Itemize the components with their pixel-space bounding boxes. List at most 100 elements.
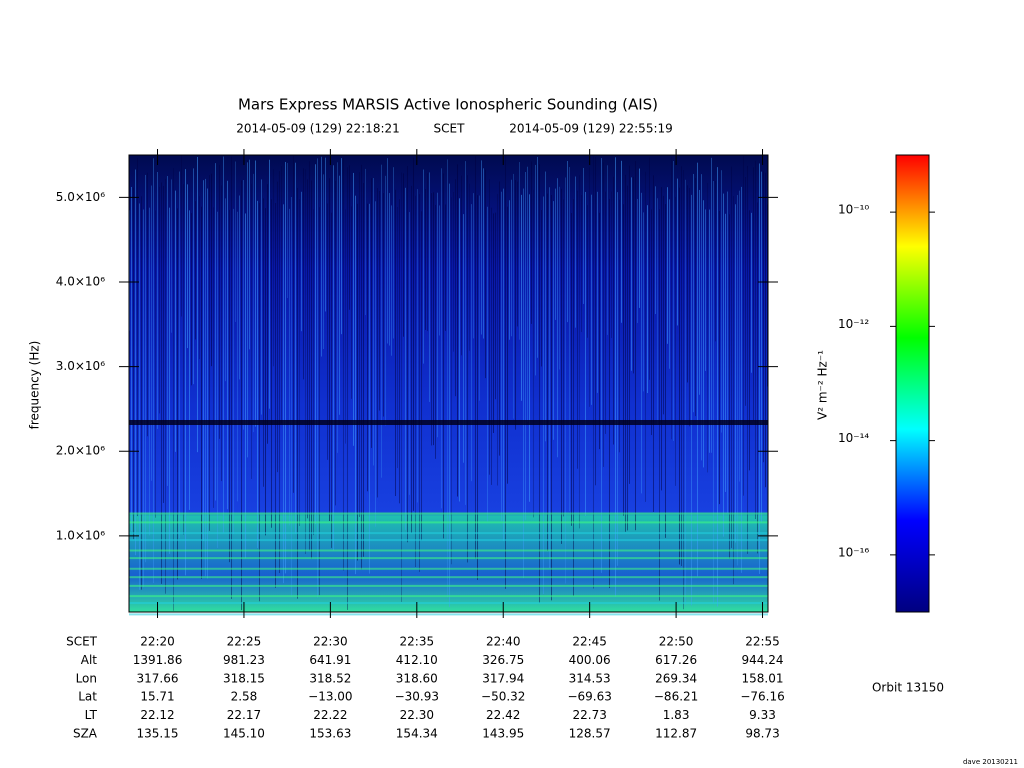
texture-stripe [169,207,170,554]
texture-stripe [309,161,310,551]
texture-stripe [729,214,730,559]
texture-stripe [503,188,504,541]
x-tick-label: 22:25 [227,635,262,649]
texture-stripe [517,181,518,327]
texture-stripe [395,189,396,497]
texture-stripe [531,161,532,324]
texture-stripe [421,211,422,541]
ephemeris-value: 128.57 [569,727,611,741]
texture-stripe [245,213,246,559]
texture-stripe [651,209,652,436]
texture-stripe [579,175,580,529]
texture-stripe [663,195,664,415]
texture-stripe [655,186,656,315]
texture-stripe [709,209,710,453]
texture-stripe [329,178,330,522]
texture-stripe [721,170,722,433]
texture-stripe [323,174,324,350]
texture-stripe [735,204,736,543]
texture-stripe [295,162,296,534]
texture-stripe [349,165,350,310]
texture-stripe [661,187,662,491]
texture-stripe [149,207,150,536]
texture-stripe [523,188,524,579]
texture-stripe [283,204,284,584]
ephemeris-value: −13.00 [308,690,352,704]
texture-stripe [665,204,666,538]
texture-stripe [153,158,154,584]
texture-stripe [361,164,362,570]
texture-stripe [507,206,508,484]
texture-stripe [611,191,612,339]
texture-stripe [381,164,382,478]
texture-stripe [471,204,472,482]
texture-stripe [699,189,700,395]
texture-stripe [223,156,224,533]
texture-stripe [553,201,554,440]
texture-stripe [457,164,458,497]
texture-line [129,420,768,425]
colorbar-tick-label: 10⁻¹⁶ [838,545,869,559]
texture-stripe [247,162,248,458]
texture-stripe [331,212,332,548]
texture-stripe [627,185,628,531]
texture-stripe [347,167,348,610]
texture-stripe [683,170,684,610]
texture-stripe [355,195,356,575]
texture-stripe [285,161,286,574]
texture-stripe [689,187,690,427]
ephemeris-value: −50.32 [481,690,525,704]
texture-stripe [265,208,266,536]
texture-stripe [679,187,680,565]
texture-stripe [293,155,294,493]
texture-stripe [737,195,738,566]
texture-stripe [691,194,692,606]
texture-stripe [455,179,456,397]
texture-stripe [487,206,488,522]
texture-stripe [313,209,314,536]
texture-stripe [751,212,752,373]
texture-stripe [431,193,432,446]
texture-stripe [325,157,326,312]
texture-stripe [705,209,706,371]
texture-stripe [571,213,572,526]
texture-stripe [371,178,372,448]
texture-stripe [345,209,346,444]
texture-stripe [327,203,328,460]
texture-stripe [143,209,144,588]
texture-stripe [397,207,398,469]
texture-stripe [645,171,646,502]
texture-stripe [587,205,588,338]
texture-stripe [391,205,392,356]
texture-stripe [353,172,354,446]
texture-stripe [643,212,644,392]
ephemeris-value: 318.15 [223,671,265,685]
texture-stripe [761,171,762,523]
texture-stripe [315,164,316,525]
texture-stripe [225,198,226,382]
texture-stripe [299,199,300,526]
texture-stripe [637,198,638,323]
texture-stripe [197,156,198,453]
texture-stripe [759,163,760,574]
texture-stripe [653,175,654,512]
texture-stripe [263,198,264,487]
time-system: SCET [434,122,466,136]
texture-stripe [615,157,616,597]
texture-stripe [469,183,470,351]
texture-stripe [141,196,142,590]
ephemeris-value: 135.15 [137,727,179,741]
texture-stripe [459,198,460,502]
ephemeris-value: 617.26 [655,653,697,667]
texture-stripe [739,190,740,482]
ephemeris-value: 22.42 [486,708,520,722]
ephemeris-value: 1391.86 [133,653,183,667]
y-axis-label: frequency (Hz) [28,341,42,430]
texture-stripe [547,193,548,551]
texture-stripe [509,200,510,340]
texture-stripe [657,198,658,425]
texture-stripe [357,203,358,561]
texture-stripe [209,175,210,531]
colorbar-tick-label: 10⁻¹⁴ [838,431,869,445]
texture-stripe [319,207,320,596]
